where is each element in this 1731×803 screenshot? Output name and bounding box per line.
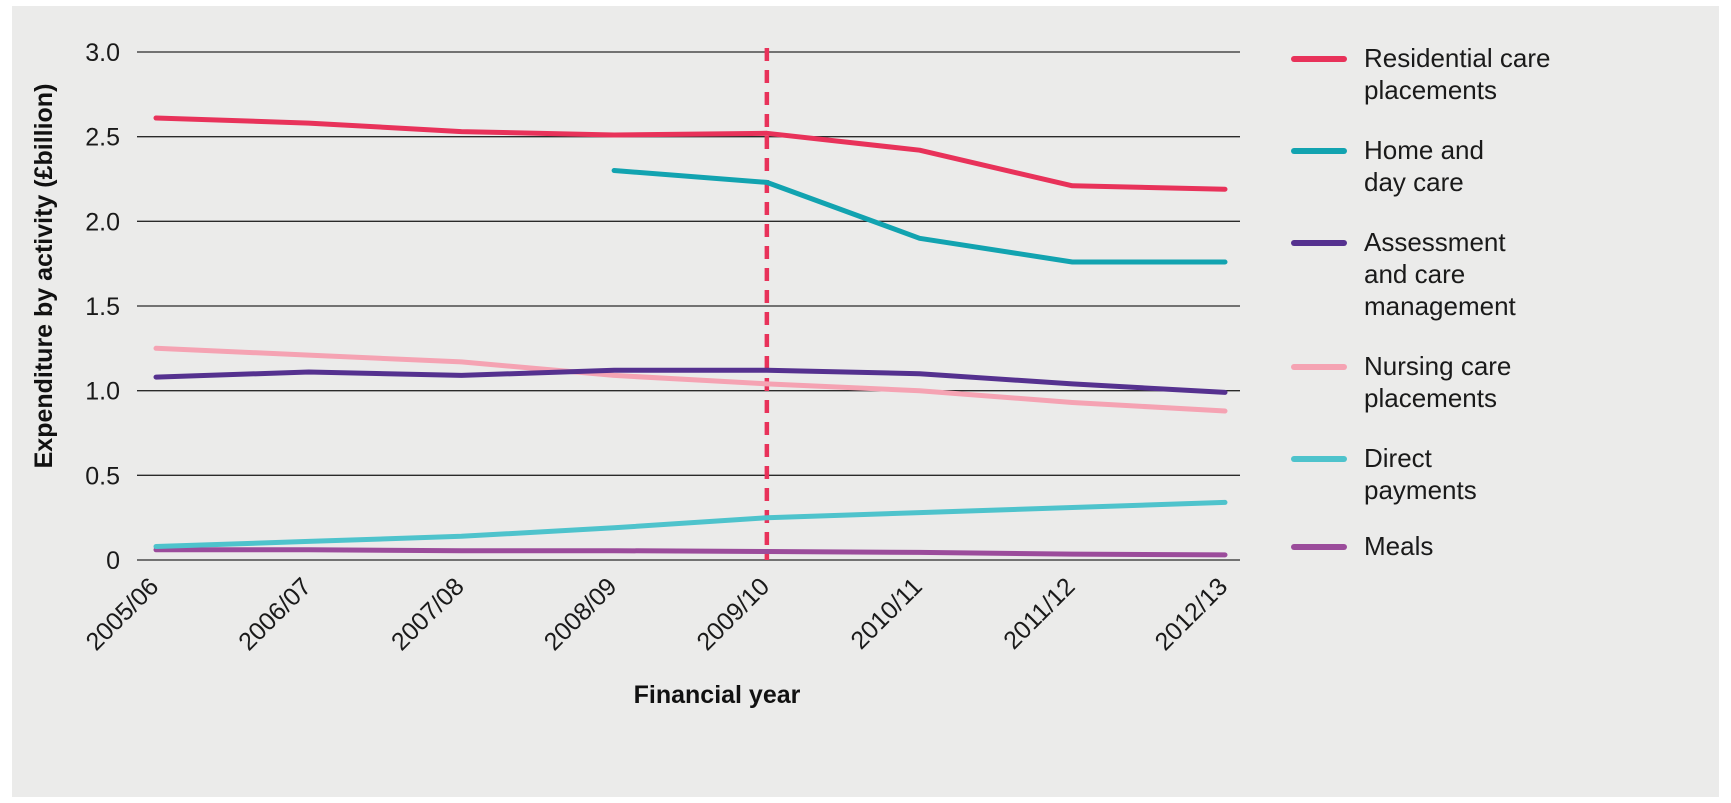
y-tick-label: 0.5 [85,462,120,490]
legend-label: placements [1364,383,1497,413]
legend-label: payments [1364,475,1477,505]
legend-label: Nursing care [1364,351,1511,381]
series-lines [153,115,1228,558]
legend-label: Meals [1364,531,1433,561]
legend-label: Assessment [1364,227,1506,257]
y-tick-label: 3.0 [85,39,120,67]
series-line-nursing-care-placements [153,345,1228,414]
legend-label: placements [1364,75,1497,105]
legend-label: Home and [1364,135,1484,165]
y-axis-ticks: 0 0.5 1.0 1.5 2.0 2.5 3.0 [85,39,120,575]
y-tick-label: 1.0 [85,378,120,406]
y-axis-title: Expenditure by activity (£billion) [30,84,58,469]
legend-label: Residential care [1364,43,1550,73]
legend-label: Direct [1364,443,1433,473]
x-tick-label: 2008/09 [539,572,623,656]
x-tick-label: 2007/08 [386,572,470,656]
series-line-direct-payments [153,499,1228,549]
y-tick-label: 2.5 [85,124,120,152]
y-tick-label: 1.5 [85,293,120,321]
legend-item-meals: Meals [1291,531,1433,561]
x-axis-ticks: 2005/06 2006/07 2007/08 2008/09 2009/10 2010/… [81,572,1234,656]
series-line-residential-care-placements [153,115,1228,192]
series-line-home-and-day-care [611,168,1228,265]
legend-label: management [1364,291,1517,321]
y-tick-label: 2.0 [85,208,120,236]
x-tick-label: 2006/07 [233,572,317,656]
x-tick-label: 2011/12 [998,572,1080,654]
x-tick-label: 2012/13 [1150,572,1234,656]
gridlines [137,51,1240,561]
x-tick-label: 2010/11 [845,572,927,654]
x-tick-label: 2005/06 [81,572,165,656]
line-chart: 0 0.5 1.0 1.5 2.0 2.5 3.0 2005/06 2006/07 2007/0… [30,39,1550,709]
legend-label: day care [1364,167,1464,197]
legend-label: and care [1364,259,1465,289]
chart-panel: 0 0.5 1.0 1.5 2.0 2.5 3.0 2005/06 2006/07 2007/0… [12,6,1719,797]
series-line-assessment-and-care-management [153,367,1228,395]
x-tick-label: 2009/10 [691,572,775,656]
x-axis-title: Financial year [634,681,801,709]
y-tick-label: 0 [106,547,120,575]
series-line-meals [153,547,1228,558]
